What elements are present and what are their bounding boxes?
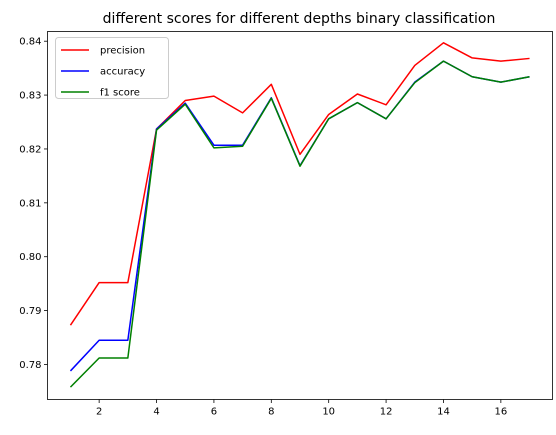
legend-label-1: precision <box>100 46 145 57</box>
x-tick-label: 4 <box>153 407 159 418</box>
x-tick-label: 16 <box>494 407 507 418</box>
legend-box <box>55 37 169 99</box>
legend-label-3: f1 score <box>100 88 140 99</box>
y-tick-label: 0.78 <box>19 360 41 371</box>
series-line-2 <box>69 60 530 372</box>
plot-frame <box>47 31 553 400</box>
x-tick-label: 12 <box>380 407 393 418</box>
y-tick-label: 0.82 <box>19 144 41 155</box>
x-tick-label: 6 <box>211 407 217 418</box>
y-tick-label: 0.83 <box>19 91 41 102</box>
x-tick-label: 2 <box>96 407 102 418</box>
y-tick-label: 0.84 <box>19 37 41 48</box>
x-tick-label: 10 <box>322 407 335 418</box>
chart-title: different scores for different depths bi… <box>103 11 496 27</box>
legend-label-2: accuracy <box>100 67 145 78</box>
x-tick-label: 14 <box>437 407 450 418</box>
y-tick-label: 0.79 <box>19 306 41 317</box>
series-line-1 <box>69 42 530 326</box>
x-tick-label: 8 <box>268 407 274 418</box>
series-line-3 <box>69 60 530 388</box>
y-tick-label: 0.81 <box>19 198 41 209</box>
y-tick-label: 0.80 <box>19 252 41 263</box>
legend: precision accuracy f1 score <box>55 37 169 99</box>
